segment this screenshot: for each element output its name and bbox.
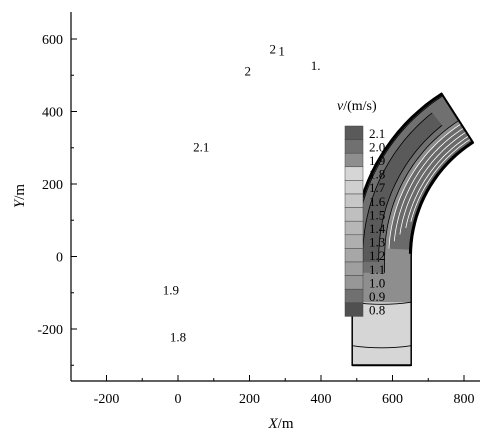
legend-label: 1.6 xyxy=(369,194,386,209)
y-tick-label: 200 xyxy=(42,178,63,193)
contour-line xyxy=(352,345,412,349)
legend-swatch xyxy=(344,207,364,222)
legend-label: 0.8 xyxy=(369,303,385,318)
legend-label: 1.9 xyxy=(369,153,385,168)
x-tick-label: 200 xyxy=(239,392,260,407)
legend-label: 2.0 xyxy=(369,139,385,154)
legend-swatch xyxy=(344,125,364,140)
legend-swatch xyxy=(344,166,364,181)
legend-label: 0.9 xyxy=(369,289,385,304)
x-tick-label: 600 xyxy=(382,392,403,407)
legend-label: 2.1 xyxy=(369,126,385,141)
legend-swatch xyxy=(344,275,364,290)
ticks: -200 0 200 400 600 800 600 400 200 0 -200 xyxy=(37,33,474,407)
contour-line xyxy=(362,112,433,262)
contour-label: 1 xyxy=(278,43,285,58)
contour-line xyxy=(393,127,464,242)
contour-line xyxy=(378,124,443,262)
x-tick-label: 800 xyxy=(454,392,475,407)
contour-line xyxy=(410,138,471,223)
channel-contours xyxy=(351,92,475,367)
y-tick-label: -200 xyxy=(37,323,63,338)
legend-swatch xyxy=(344,152,364,168)
legend-label: 1.5 xyxy=(369,207,385,222)
contour-label: 1.9 xyxy=(163,283,179,298)
legend-label: 1.8 xyxy=(369,167,385,182)
legend-swatch xyxy=(344,288,364,304)
contour-label: 1. xyxy=(311,58,321,73)
legend-swatch xyxy=(344,261,364,276)
legend-swatch xyxy=(344,193,364,208)
legend-label: 1.4 xyxy=(369,221,386,236)
legend-swatch xyxy=(344,248,364,263)
legend-label: 1.0 xyxy=(369,275,385,290)
y-tick-label: 400 xyxy=(42,106,63,121)
x-tick-label: 400 xyxy=(311,392,332,407)
legend-label: 1.2 xyxy=(369,248,385,263)
legend-swatch xyxy=(344,139,364,154)
contour-line xyxy=(405,135,470,229)
zone-inner-dark xyxy=(389,124,473,250)
legend: v/(m/s) 2.12.01.91.81.71.61.51.41.31.21.… xyxy=(337,99,386,318)
x-tick-label: 0 xyxy=(175,392,182,407)
contour-label: 2.1 xyxy=(193,139,209,154)
legend-label: 1.7 xyxy=(369,180,386,195)
legend-swatch xyxy=(344,234,364,249)
contour-label: 1.8 xyxy=(170,330,186,345)
legend-label: 1.3 xyxy=(369,235,385,250)
contour-line xyxy=(388,123,462,249)
x-tick-label: -200 xyxy=(94,392,120,407)
contour-labels: 1.81.92.122 11. xyxy=(163,42,321,345)
contour-label: 2 xyxy=(244,63,251,78)
legend-label: 1.1 xyxy=(369,262,385,277)
contour-line xyxy=(384,120,460,273)
legend-title: v/(m/s) xyxy=(337,99,377,114)
contour-line xyxy=(399,131,467,235)
y-tick-label: 600 xyxy=(42,33,63,48)
y-tick-label: 0 xyxy=(56,251,63,266)
contour-label: 2 xyxy=(269,42,276,57)
legend-swatch xyxy=(344,220,364,236)
x-axis-title: X/m xyxy=(267,416,293,432)
legend-swatch xyxy=(344,302,364,317)
axes xyxy=(70,12,480,382)
legend-swatch xyxy=(344,180,364,195)
y-axis-title: Y/m xyxy=(12,184,28,209)
outlet-edge xyxy=(440,92,475,144)
